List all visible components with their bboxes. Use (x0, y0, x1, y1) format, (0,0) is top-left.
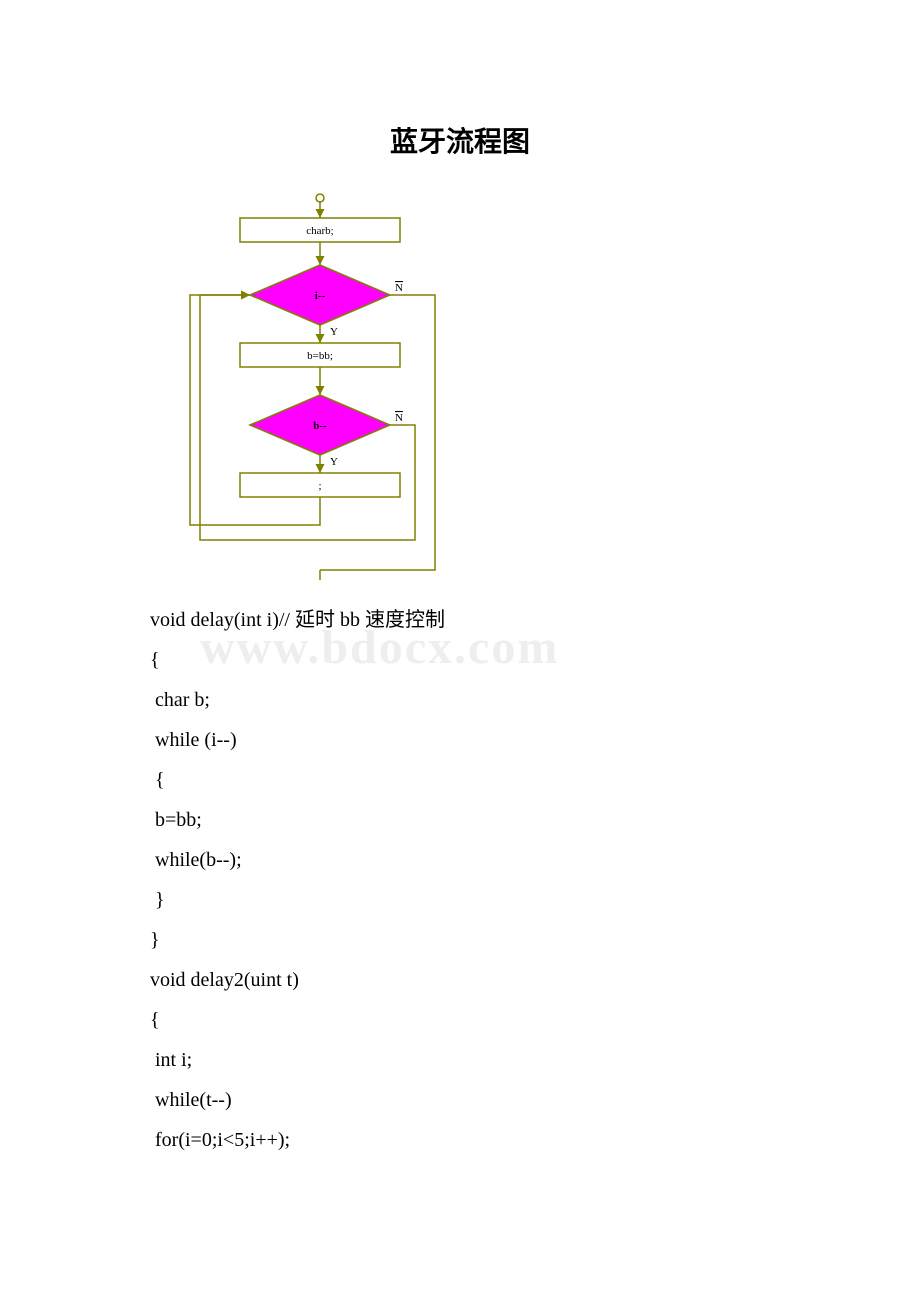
flowchart-diagram: charb; i-- b=bb; b--; Y Y N N (170, 190, 470, 590)
svg-text:Y: Y (330, 326, 338, 338)
svg-text:N: N (395, 412, 403, 424)
svg-text:b=bb;: b=bb; (307, 350, 333, 362)
page: www.bdocx.com 蓝牙流程图 charb;i--b=bb;b--;YY… (0, 0, 920, 1220)
svg-text:;: ; (318, 480, 321, 492)
svg-text:charb;: charb; (306, 225, 333, 237)
flowchart-svg: charb; i-- b=bb; b--; Y Y N N (170, 190, 470, 590)
svg-text:N: N (395, 282, 403, 294)
code-block: void delay(int i)// 延时 bb 速度控制 { char b;… (150, 600, 770, 1160)
svg-text:Y: Y (330, 456, 338, 468)
page-title: 蓝牙流程图 (150, 120, 770, 160)
svg-text:i--: i-- (315, 290, 326, 302)
svg-text:b--: b-- (313, 420, 327, 432)
